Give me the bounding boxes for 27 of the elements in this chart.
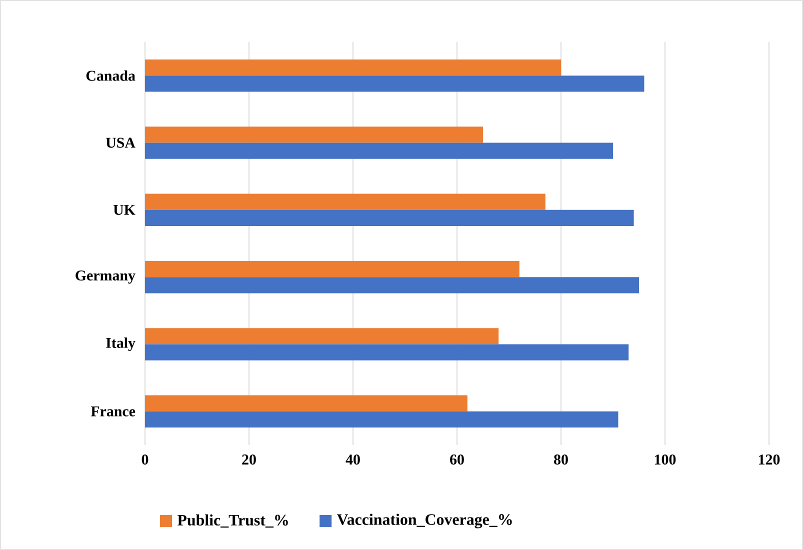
x-tick-label: 20 [242,454,256,465]
bar [145,210,634,226]
x-tick-label: 120 [759,454,780,465]
bar [145,277,640,294]
x-tick-label: 100 [655,454,676,465]
y-tick-label: Italy [106,337,136,352]
x-tick-label: 80 [554,454,568,465]
x-tick-label: 0 [142,454,148,465]
x-tick-label: 40 [346,454,360,465]
bar [145,142,614,159]
y-tick-label: UK [113,204,136,215]
bar [145,126,484,143]
legend-label: Public_Trust_% [177,514,288,528]
y-tick-label: Canada [86,70,136,81]
x-tick-label: 60 [450,454,464,465]
bar [145,411,618,428]
y-tick-label: USA [106,138,136,148]
bar [145,194,546,210]
bar [145,344,629,360]
bar [145,328,499,344]
legend-label: Vaccination_Coverage_% [336,514,512,528]
bar [145,76,644,92]
bar [145,395,468,412]
y-tick-label: Germany [76,270,136,284]
bar [145,260,520,278]
bar [145,59,562,76]
y-tick-label: France [90,406,136,416]
